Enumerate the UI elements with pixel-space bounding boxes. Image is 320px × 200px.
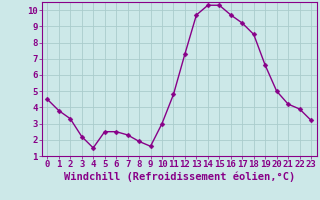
X-axis label: Windchill (Refroidissement éolien,°C): Windchill (Refroidissement éolien,°C) bbox=[64, 172, 295, 182]
